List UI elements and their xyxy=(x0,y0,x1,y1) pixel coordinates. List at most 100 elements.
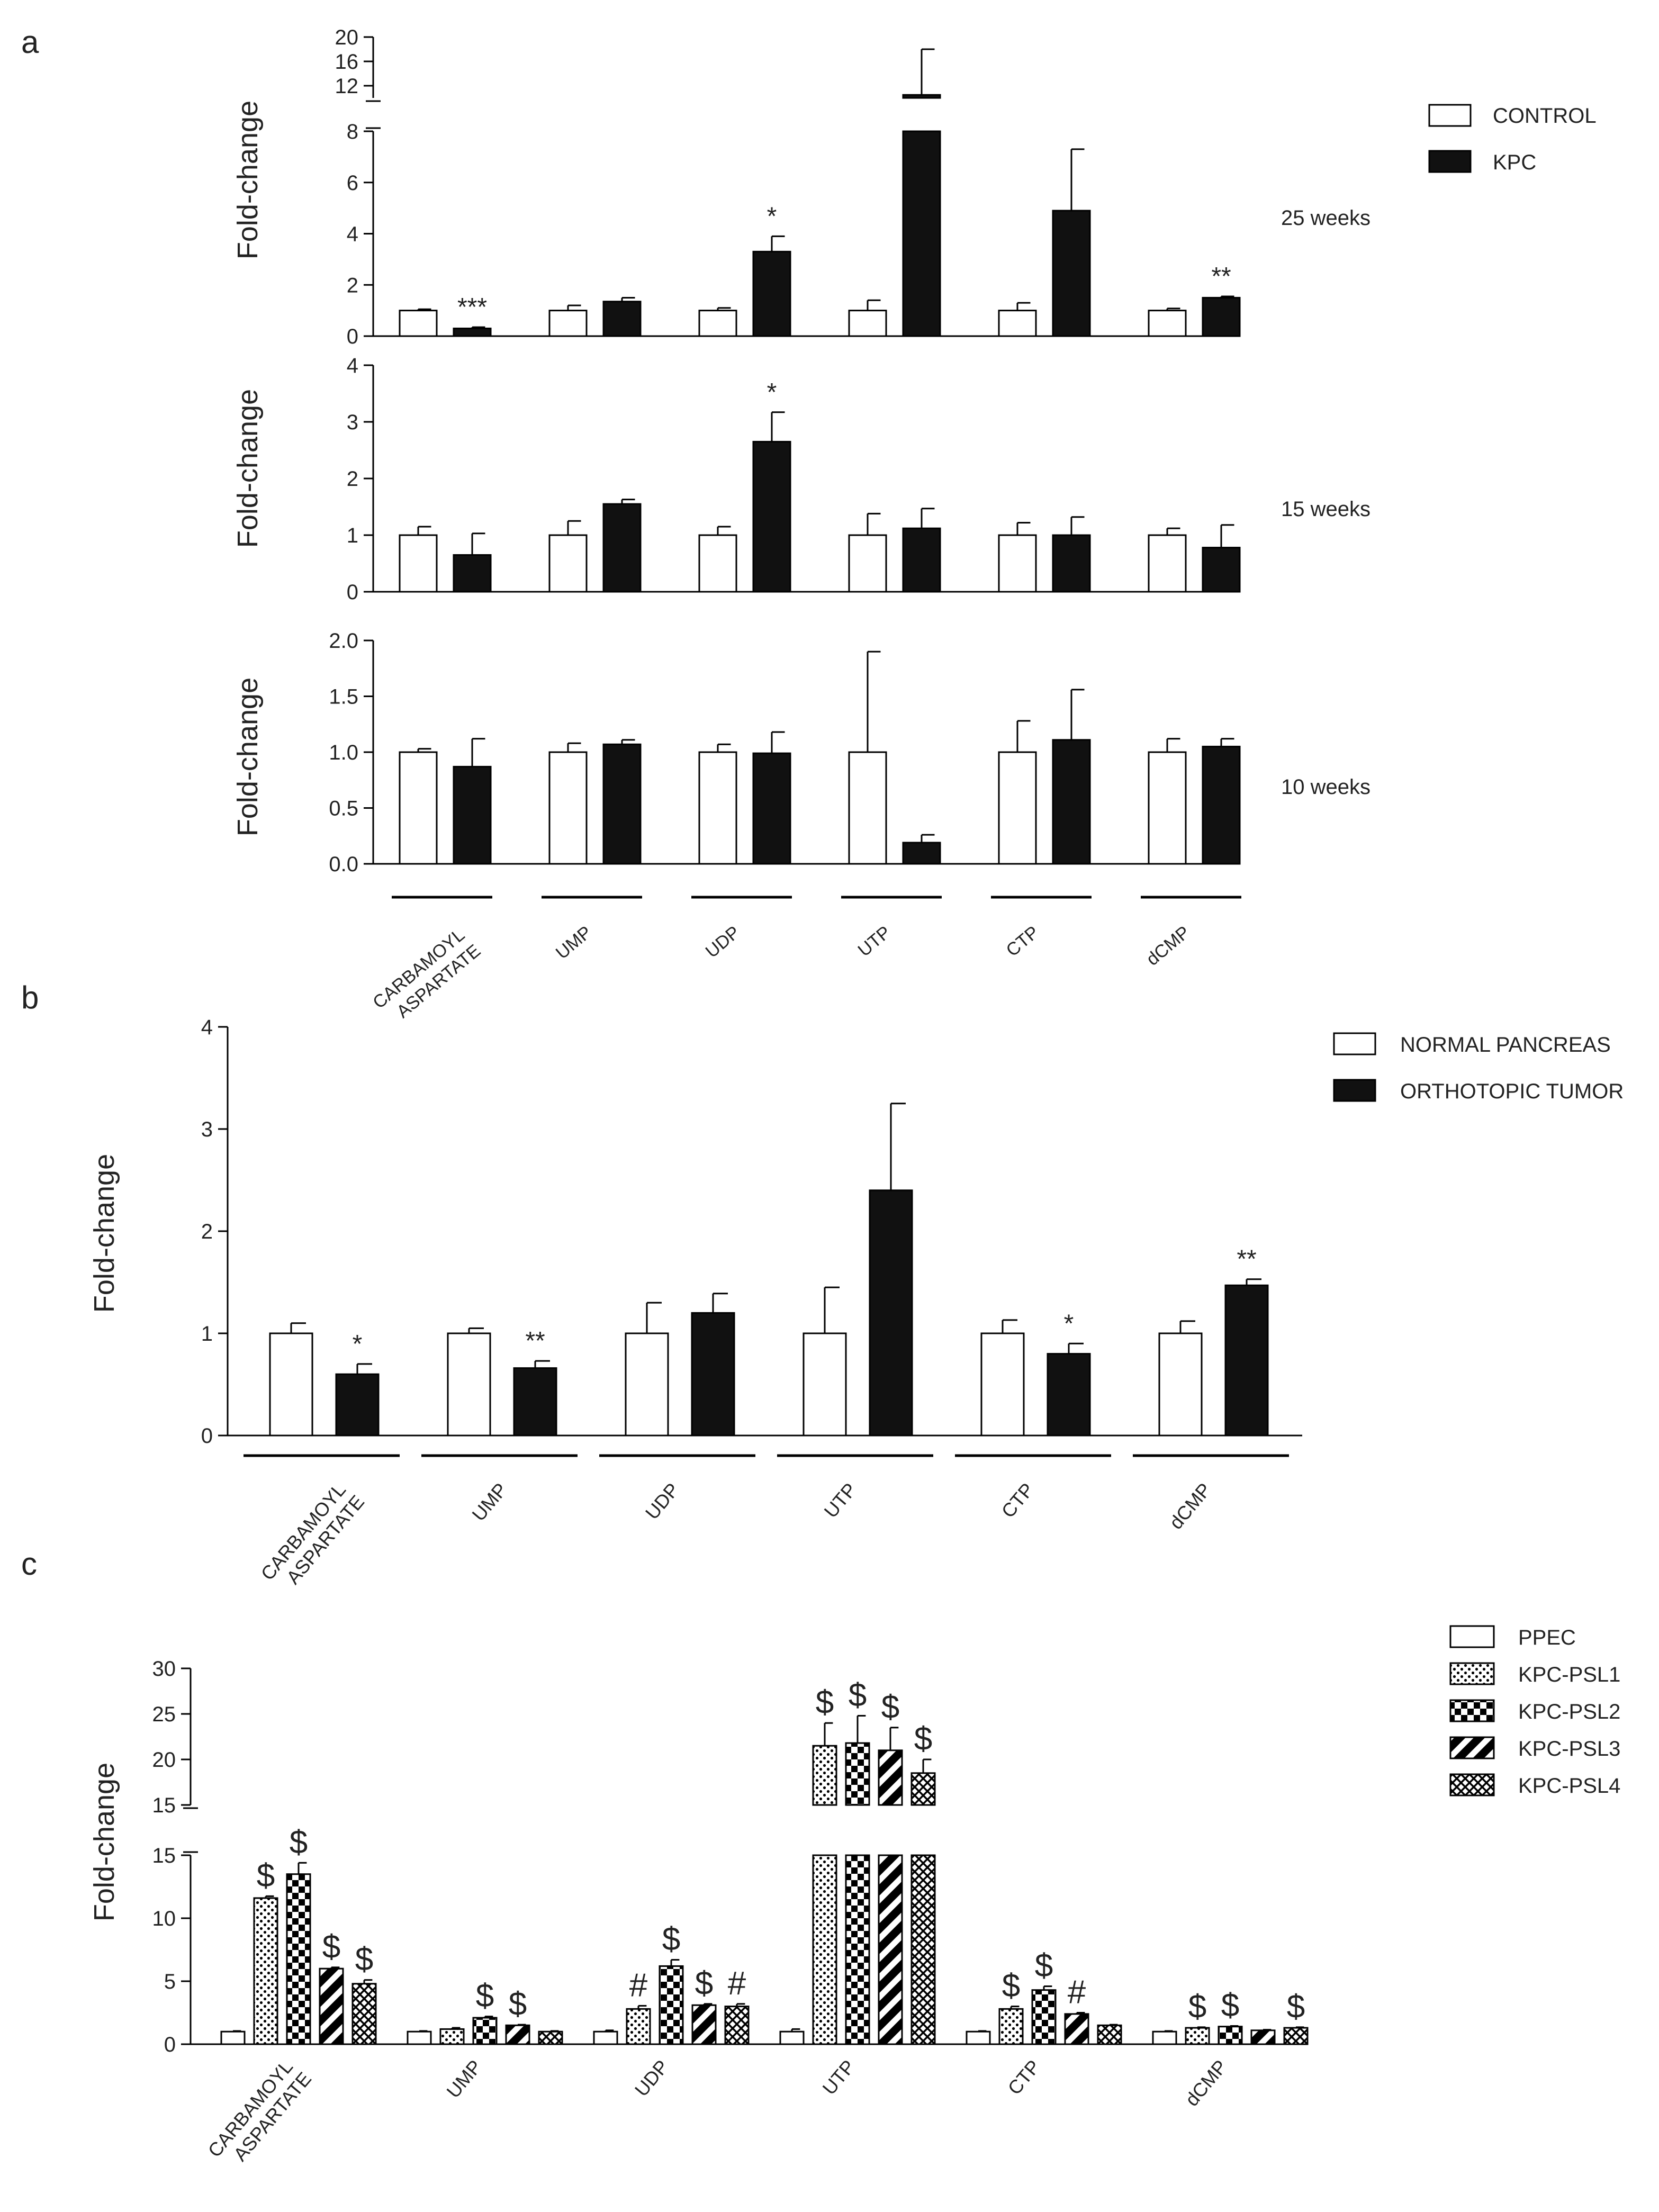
xlabel-c-udp: UDP xyxy=(630,2056,673,2101)
bar xyxy=(1202,745,1241,865)
y-tick-label: 3 xyxy=(201,1118,213,1141)
significance-marker: $ xyxy=(355,1942,373,1978)
bar xyxy=(1148,751,1187,865)
bar xyxy=(453,327,492,337)
bar xyxy=(902,842,941,865)
significance-marker: * xyxy=(1064,1310,1074,1338)
y-tick-label: 0 xyxy=(347,325,358,348)
legend-label-kpc-psl4: KPC-PSL4 xyxy=(1518,1774,1620,1798)
bar xyxy=(698,310,737,337)
bar xyxy=(602,743,642,865)
bar xyxy=(691,2004,717,2045)
y-tick-label: 2 xyxy=(347,274,358,297)
significance-marker: $ xyxy=(662,1921,680,1958)
chart-panel-2: 0.0 0.5 1.0 1.5 2.0 xyxy=(329,629,1241,899)
significance-marker: $ xyxy=(914,1721,932,1757)
panel-a1-ylabel: Fold-change xyxy=(232,101,264,259)
xlabel-b-ctp: CTP xyxy=(997,1479,1038,1522)
bar xyxy=(724,2006,750,2045)
legend-swatch-kpc xyxy=(1428,150,1472,173)
bar xyxy=(453,765,492,865)
bar xyxy=(659,1965,684,2045)
significance-marker: ** xyxy=(1211,263,1231,291)
bar xyxy=(910,1854,936,2045)
bar xyxy=(1052,739,1091,865)
legend-label-kpc-psl3: KPC-PSL3 xyxy=(1518,1737,1620,1760)
bar xyxy=(602,301,642,337)
bar xyxy=(998,310,1037,337)
significance-marker: * xyxy=(767,378,777,407)
y-tick-label: 6 xyxy=(347,171,358,195)
significance-marker: $ xyxy=(322,1929,340,1965)
y-tick-label: 30 xyxy=(152,1657,176,1681)
bar xyxy=(698,534,737,593)
y-tick-label: 4 xyxy=(347,354,358,377)
significance-marker: $ xyxy=(509,1986,527,2023)
bar xyxy=(812,1745,837,1806)
y-tick-label: 15 xyxy=(152,1794,176,1817)
significance-marker: $ xyxy=(695,1965,713,2002)
bar xyxy=(752,250,791,337)
significance-marker: *** xyxy=(457,293,487,321)
y-tick-label: 8 xyxy=(347,120,358,143)
xlabel-b-udp: UDP xyxy=(641,1479,683,1524)
bar xyxy=(848,751,887,865)
bar xyxy=(1224,1284,1269,1437)
bar xyxy=(1148,534,1187,593)
y-tick-label: 1.0 xyxy=(329,741,358,764)
bar xyxy=(286,1873,311,2045)
xlabel-c-ctp: CTP xyxy=(1003,2056,1044,2099)
significance-marker: $ xyxy=(1035,1948,1053,1984)
significance-marker: $ xyxy=(257,1857,275,1894)
y-tick-label: 0 xyxy=(347,581,358,604)
xlabel-a-ump: UMP xyxy=(552,922,596,963)
xlabel-c-utp: UTP xyxy=(818,2056,859,2099)
legend-swatch-kpc-psl3 xyxy=(1449,1736,1495,1759)
bar xyxy=(1152,2030,1177,2045)
panel-b-ylabel: Fold-change xyxy=(88,1154,120,1313)
significance-marker: # xyxy=(1068,1974,1086,2011)
panel-a-xlabels: CARBAMOYL ASPARTATE UMP UDP UTP CTP dCMP xyxy=(369,922,1194,1022)
significance-marker: # xyxy=(728,1965,746,2002)
significance-marker: ** xyxy=(525,1327,545,1355)
bar xyxy=(1148,310,1187,337)
bar xyxy=(848,534,887,593)
significance-marker: $ xyxy=(1287,1989,1305,2025)
xlabel-b-utp: UTP xyxy=(819,1479,861,1522)
bar xyxy=(845,1742,870,1806)
timepoint-25-weeks: 25 weeks xyxy=(1281,206,1371,230)
y-tick-label: 4 xyxy=(201,1016,213,1039)
bar xyxy=(351,1983,377,2045)
bar xyxy=(513,1367,557,1437)
y-tick-label: 1 xyxy=(347,524,358,547)
bar xyxy=(910,1772,936,1806)
legend-label-orthotopic-tumor: ORTHOTOPIC TUMOR xyxy=(1400,1080,1624,1103)
xlabel-b-ump: UMP xyxy=(467,1479,511,1525)
bar xyxy=(752,440,791,593)
bar xyxy=(1283,2027,1309,2045)
bar xyxy=(1052,210,1091,337)
bar xyxy=(779,2030,805,2045)
chart-panel-4: 0 5 10 15 15 20 25 30 $ $ $ $ $ $ # $ $ # $ $ $ $ $ $ # $ $ $ xyxy=(152,1657,1309,2056)
bar xyxy=(1158,1332,1203,1437)
panel-b-xlabels: CARBAMOYL ASPARTATE UMP UDP UTP CTP dCMP xyxy=(256,1479,1215,1588)
significance-marker: * xyxy=(767,202,777,230)
bar xyxy=(878,1854,903,2045)
bar xyxy=(548,751,588,865)
legend-label-ppec: PPEC xyxy=(1518,1626,1576,1649)
bar xyxy=(1250,2029,1276,2045)
significance-marker: $ xyxy=(1188,1989,1206,2025)
significance-marker: $ xyxy=(1221,1987,1239,2024)
bar xyxy=(878,1749,903,1806)
significance-marker: * xyxy=(353,1330,363,1358)
significance-marker: # xyxy=(629,1967,648,2003)
bar xyxy=(812,1854,837,2045)
bar xyxy=(1064,2013,1089,2045)
bar xyxy=(902,94,941,99)
bar xyxy=(399,751,438,865)
charts: 02468121620******01234*0.00.51.01.52.001… xyxy=(152,26,1309,2056)
xlabel-c-dcmp: dCMP xyxy=(1180,2056,1231,2110)
